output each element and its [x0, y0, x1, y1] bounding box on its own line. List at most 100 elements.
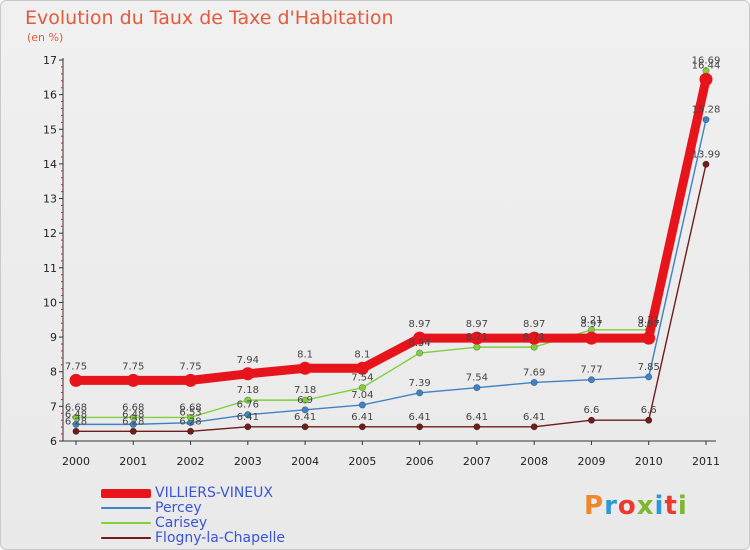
- data-label: 6.68: [65, 402, 87, 413]
- data-point: [244, 411, 252, 419]
- data-label: 16.44: [692, 60, 721, 71]
- legend-label: VILLIERS-VINEUX: [155, 485, 273, 501]
- data-point: [702, 116, 710, 124]
- y-tick-label: 9: [50, 331, 57, 344]
- x-tick-label: 2005: [348, 455, 376, 468]
- data-point: [416, 423, 424, 431]
- data-point: [416, 349, 424, 357]
- data-point: [129, 413, 137, 421]
- data-label: 6.28: [65, 416, 87, 427]
- data-point: [530, 378, 538, 386]
- y-tick-label: 13: [43, 193, 57, 206]
- chart-unit-label: (en %): [27, 31, 64, 44]
- y-tick-label: 6: [50, 435, 57, 448]
- data-point: [642, 331, 656, 345]
- data-point: [416, 389, 424, 397]
- data-point: [645, 373, 653, 381]
- data-point: [301, 423, 309, 431]
- x-tick-label: 2003: [234, 455, 262, 468]
- data-point: [126, 373, 140, 387]
- y-tick-label: 11: [43, 262, 57, 275]
- data-point: [702, 160, 710, 168]
- data-point: [69, 373, 83, 387]
- y-tick-label: 12: [43, 227, 57, 240]
- data-label: 6.68: [122, 402, 144, 413]
- legend-label: Percey: [155, 500, 202, 516]
- x-tick-label: 2010: [635, 455, 663, 468]
- x-tick-label: 2011: [692, 455, 720, 468]
- data-point: [530, 343, 538, 351]
- x-tick-label: 2004: [291, 455, 319, 468]
- data-label: 6.28: [122, 416, 144, 427]
- data-label: 6.68: [179, 402, 201, 413]
- data-label: 7.04: [351, 390, 373, 401]
- series-line-1: [75, 118, 707, 426]
- data-label: 6.6: [584, 405, 600, 416]
- x-tick-label: 2000: [62, 455, 90, 468]
- data-label: 7.18: [294, 385, 316, 396]
- data-point: [530, 423, 538, 431]
- data-label: 6.48: [65, 409, 87, 420]
- legend-swatch: [101, 507, 151, 509]
- x-tick-label: 2009: [577, 455, 605, 468]
- legend-item: Carisey: [101, 515, 361, 531]
- logo-letter: x: [636, 491, 655, 521]
- data-label: 6.48: [122, 409, 144, 420]
- data-point: [72, 413, 80, 421]
- data-point: [129, 420, 137, 428]
- data-label: 7.75: [65, 361, 87, 372]
- series-line-3: [75, 163, 707, 433]
- x-tick-label: 2007: [463, 455, 491, 468]
- data-label: 8.97: [466, 319, 488, 330]
- data-label: 7.54: [351, 373, 373, 384]
- x-tick-label: 2008: [520, 455, 548, 468]
- legend-item: Flogny-la-Chapelle: [101, 530, 361, 546]
- data-label: 6.41: [409, 412, 431, 423]
- data-label: 7.85: [638, 362, 660, 373]
- data-point: [72, 420, 80, 428]
- data-label: 7.39: [409, 378, 431, 389]
- data-point: [301, 396, 309, 404]
- data-label: 6.41: [466, 412, 488, 423]
- data-label: 8.54: [409, 338, 431, 349]
- proxiti-logo: Proxiti: [584, 491, 688, 521]
- series-line-2: [75, 70, 707, 419]
- data-label: 6.41: [237, 412, 259, 423]
- data-label: 7.75: [122, 361, 144, 372]
- legend-swatch: [101, 537, 151, 539]
- data-point: [470, 331, 484, 345]
- legend-item: VILLIERS-VINEUX: [101, 485, 361, 501]
- data-label: 9.21: [580, 315, 602, 326]
- y-tick-label: 15: [43, 123, 57, 136]
- legend-label: Flogny-la-Chapelle: [155, 530, 285, 546]
- data-label: 7.77: [580, 365, 602, 376]
- data-point: [72, 427, 80, 435]
- data-label: 6.41: [523, 412, 545, 423]
- data-label: 6.28: [179, 416, 201, 427]
- data-point: [473, 343, 481, 351]
- data-point: [298, 361, 312, 375]
- data-point: [473, 423, 481, 431]
- data-point: [187, 427, 195, 435]
- data-label: 6.76: [237, 400, 259, 411]
- data-point: [187, 413, 195, 421]
- logo-letter: r: [604, 491, 618, 521]
- data-point: [587, 376, 595, 384]
- data-label: 8.97: [638, 319, 660, 330]
- y-tick-label: 16: [43, 89, 57, 102]
- legend-label: Carisey: [155, 515, 208, 531]
- data-label: 8.97: [523, 319, 545, 330]
- data-point: [358, 423, 366, 431]
- x-tick-label: 2006: [406, 455, 434, 468]
- x-tick-label: 2002: [177, 455, 205, 468]
- data-label: 6.53: [179, 408, 201, 419]
- data-label: 9.21: [638, 315, 660, 326]
- data-point: [129, 427, 137, 435]
- data-label: 13.99: [692, 149, 721, 160]
- data-point: [587, 416, 595, 424]
- data-point: [413, 331, 427, 345]
- data-point: [527, 331, 541, 345]
- logo-letter: o: [617, 491, 637, 521]
